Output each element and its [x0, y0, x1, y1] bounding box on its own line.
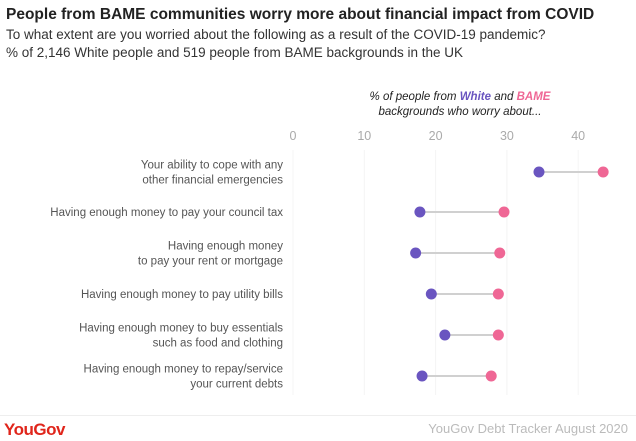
category-label: Your ability to cope with any	[141, 160, 283, 172]
x-tick-label: 0	[290, 129, 297, 143]
point-white	[533, 166, 545, 178]
point-white	[425, 288, 437, 300]
category-label: Having enough money	[168, 241, 283, 253]
category-label: Having enough money to pay utility bills	[81, 289, 283, 301]
category-label: Having enough money to pay your council …	[50, 207, 283, 219]
category-label: your current debts	[190, 379, 283, 391]
category-label: Having enough money to buy essentials	[79, 323, 283, 335]
point-white	[414, 206, 426, 218]
x-tick-label: 20	[429, 129, 443, 143]
x-tick-label: 30	[500, 129, 514, 143]
x-tick-label: 40	[571, 129, 585, 143]
point-white	[410, 247, 422, 259]
legend-annotation: % of people from White and BAME	[370, 91, 551, 103]
source-note: YouGov Debt Tracker August 2020	[428, 421, 628, 436]
yougov-logo: YouGov	[4, 420, 65, 439]
legend-text: % of people from	[370, 91, 460, 103]
chart-sample-note: % of 2,146 White people and 519 people f…	[6, 45, 464, 60]
chart-subtitle: To what extent are you worried about the…	[6, 27, 546, 42]
point-bame	[485, 370, 497, 382]
point-white	[439, 329, 451, 341]
category-label: Having enough money to repay/service	[84, 364, 283, 376]
legend-white: White	[460, 91, 492, 103]
chart-title: People from BAME communities worry more …	[6, 6, 595, 23]
legend-text: and	[491, 91, 517, 103]
point-white	[416, 370, 428, 382]
point-bame	[492, 329, 504, 341]
point-bame	[597, 166, 609, 178]
point-bame	[492, 288, 504, 300]
point-bame	[498, 206, 510, 218]
x-tick-label: 10	[357, 129, 371, 143]
legend-annotation-line2: backgrounds who worry about...	[378, 106, 541, 118]
category-label: such as food and clothing	[153, 338, 283, 350]
point-bame	[494, 247, 506, 259]
divider	[0, 415, 636, 416]
category-label: to pay your rent or mortgage	[138, 256, 283, 268]
category-label: other financial emergencies	[142, 175, 283, 187]
legend-bame: BAME	[517, 91, 551, 103]
